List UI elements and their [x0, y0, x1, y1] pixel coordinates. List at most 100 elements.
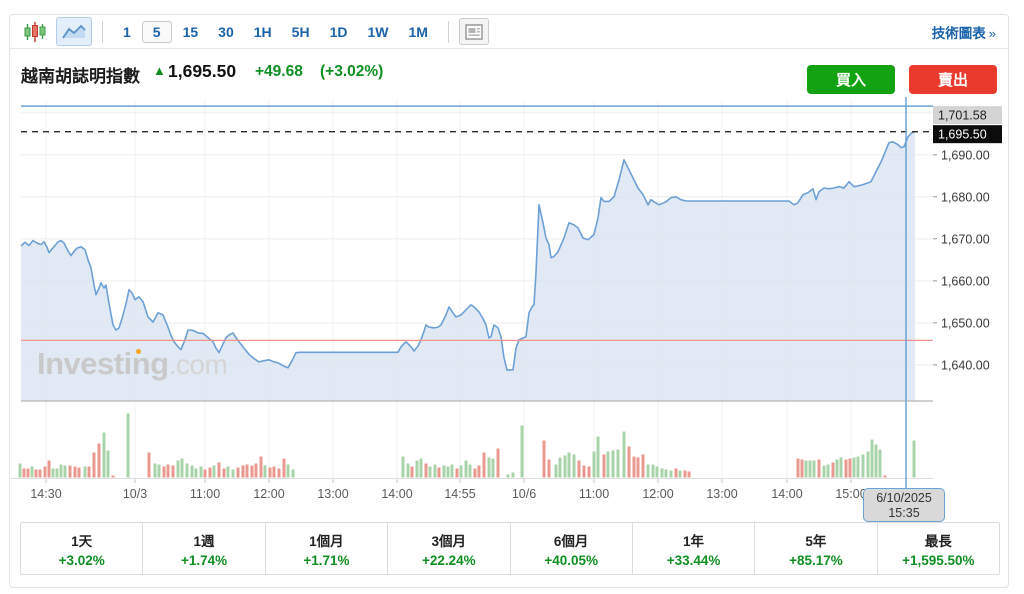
volume-bar	[55, 468, 59, 478]
volume-bar	[812, 460, 816, 478]
sell-button[interactable]: 賣出	[909, 65, 997, 94]
candlestick-chart-icon[interactable]	[20, 19, 50, 45]
timeframe-30[interactable]: 30	[218, 23, 234, 40]
y-tick-label: 1,650.00	[941, 316, 990, 330]
crosshair-price-label-text: 1,701.58	[938, 109, 987, 123]
volume-bar	[563, 455, 567, 478]
volume-bar	[491, 458, 495, 478]
volume-bar	[222, 468, 226, 478]
volume-bar	[410, 466, 414, 478]
volume-bar	[73, 466, 77, 478]
current-price-label-text: 1,695.50	[938, 128, 987, 142]
price-chart-svg[interactable]: 14:30 10/3 11:00 12:00 13:00 14:00 14:55 10/6 11…	[10, 96, 1009, 519]
volume-bar	[611, 450, 615, 478]
volume-bar	[912, 440, 916, 478]
watermark-light: .com	[168, 349, 228, 380]
timeframe-1H[interactable]: 1H	[253, 23, 272, 40]
volume-bar	[406, 463, 410, 478]
volume-bar	[268, 467, 272, 478]
volume-bar	[651, 464, 655, 478]
volume-bar	[826, 464, 830, 478]
x-tick-label: 14:00	[381, 487, 412, 501]
double-chevron-icon: »	[988, 25, 996, 41]
volume-bar	[157, 464, 161, 478]
performance-cell-3個月: 3個月 +22.24%	[388, 523, 511, 574]
price-chart-area[interactable]: 14:30 10/3 11:00 12:00 13:00 14:00 14:55 10/6 11…	[10, 96, 1009, 522]
volume-bar	[77, 467, 81, 478]
volume-bar	[687, 471, 691, 478]
performance-period: 6個月	[553, 533, 589, 549]
volume-bar	[874, 444, 878, 478]
performance-period: 最長	[924, 533, 952, 549]
volume-bar	[171, 465, 175, 478]
instrument-name: 越南胡誌明指數	[21, 67, 140, 86]
area-chart-icon[interactable]	[56, 17, 92, 46]
timeframe-15[interactable]: 15	[182, 23, 199, 40]
timeframe-group: 1 5 15 30 1H 5H 1D 1W 1M	[113, 20, 438, 43]
volume-bar	[126, 413, 130, 478]
volume-bar	[592, 451, 596, 478]
volume-bar	[26, 468, 30, 478]
volume-bar	[844, 459, 848, 478]
volume-bar	[446, 466, 450, 478]
x-tick-label: 13:00	[706, 487, 737, 501]
performance-cell-1年: 1年 +33.44%	[633, 523, 756, 574]
volume-bar	[606, 451, 610, 478]
volume-bar	[616, 449, 620, 478]
crosshair-price-label	[933, 106, 1002, 125]
performance-percent: +40.05%	[544, 552, 599, 568]
technical-chart-link[interactable]: 技術圖表»	[932, 22, 996, 42]
performance-percent: +85.17%	[789, 552, 843, 568]
performance-percent: +1,595.50%	[902, 552, 975, 568]
performance-period: 1個月	[309, 533, 344, 549]
volume-bar	[835, 459, 839, 478]
y-tick-label: 1,660.00	[941, 274, 990, 288]
volume-bar	[111, 475, 115, 478]
instrument-header: 越南胡誌明指數 ▲ 1,695.50 +49.68 (+3.02%) 買入 賣出	[10, 49, 1008, 96]
news-panel-icon[interactable]	[458, 18, 489, 45]
watermark-orange-dot	[136, 349, 141, 354]
tooltip-date: 6/10/2025	[876, 491, 932, 505]
performance-percent: +33.44%	[666, 552, 721, 568]
volume-bar	[567, 452, 571, 478]
crosshair-tooltip: 6/10/2025 15:35	[863, 488, 945, 522]
volume-bar	[83, 466, 87, 478]
volume-bar	[477, 465, 481, 478]
volume-bar	[520, 425, 524, 478]
volume-bar	[587, 466, 591, 478]
timeframe-1M[interactable]: 1M	[408, 23, 428, 40]
volume-bar	[817, 459, 821, 478]
buy-button[interactable]: 買入	[807, 65, 895, 94]
performance-percent: +22.24%	[421, 552, 476, 568]
timeframe-5H[interactable]: 5H	[291, 23, 310, 40]
volume-bar	[212, 465, 216, 478]
x-tick-label: 12:00	[642, 487, 673, 501]
volume-bar	[208, 467, 212, 478]
chart-toolbar: 1 5 15 30 1H 5H 1D 1W 1M 技術圖表»	[10, 15, 1008, 49]
volume-bar	[231, 469, 235, 478]
volume-bar	[511, 472, 515, 478]
volume-bar	[185, 463, 189, 478]
timeframe-1W[interactable]: 1W	[367, 23, 389, 40]
volume-bar	[542, 440, 546, 478]
volume-bar	[496, 448, 500, 478]
volume-bar	[473, 468, 477, 478]
timeframe-1[interactable]: 1	[123, 23, 131, 40]
last-price: 1,695.50	[168, 61, 237, 81]
volume-bar	[678, 470, 682, 478]
price-line	[20, 130, 916, 371]
volume-bar	[190, 465, 194, 478]
performance-table: 1天 +3.02% 1週 +1.74% 1個月 +1.71% 3個月 +22.24% 6個月 +4…	[20, 522, 1000, 575]
volume-bar	[674, 468, 678, 478]
chart-widget: 1 5 15 30 1H 5H 1D 1W 1M 技術圖表» 越南胡誌明指數 ▲ 1,695.5…	[9, 14, 1009, 588]
volume-bar	[852, 457, 856, 478]
volume-bar	[596, 436, 600, 478]
volume-bar	[861, 454, 865, 478]
timeframe-5[interactable]: 5	[141, 20, 172, 43]
volume-bar	[839, 457, 843, 478]
volume-bar	[263, 465, 267, 478]
y-tick-label: 1,690.00	[941, 148, 990, 162]
timeframe-1D[interactable]: 1D	[329, 23, 348, 40]
volume-bar	[286, 464, 290, 478]
volume-bar	[250, 465, 254, 478]
